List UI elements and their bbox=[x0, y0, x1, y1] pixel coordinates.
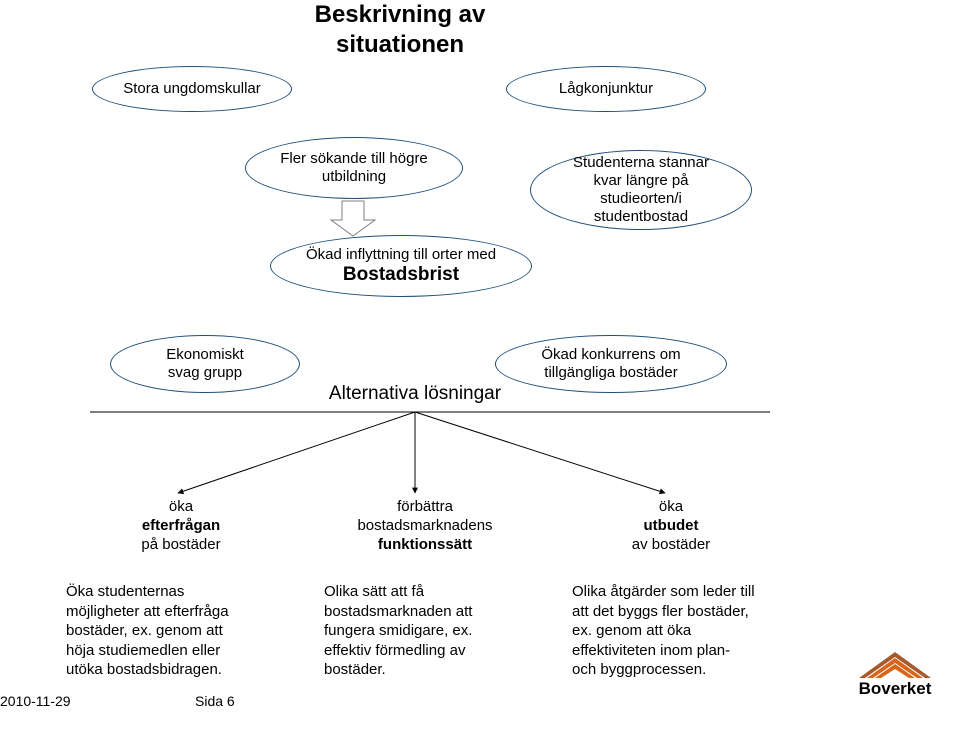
mid-col-1: förbättrabostadsmarknadensfunktionssätt bbox=[325, 498, 525, 554]
bot-col-2-line-4: och byggprocessen. bbox=[572, 660, 802, 680]
bot-col-0: Öka studenternasmöjligheter att efterfrå… bbox=[66, 582, 288, 680]
mid-col-0-line-2: på bostäder bbox=[94, 536, 268, 555]
ellipse-e_top_right: Lågkonjunktur bbox=[506, 66, 706, 112]
title-line-1: Beskrivning av bbox=[190, 0, 610, 30]
bot-col-1-line-1: bostadsmarknaden att bbox=[324, 602, 534, 622]
ellipse-e_top_left: Stora ungdomskullar bbox=[92, 66, 292, 112]
bot-col-1: Olika sätt att fåbostadsmarknaden attfun… bbox=[324, 582, 534, 680]
bot-col-0-line-3: höja studiemedlen eller bbox=[66, 641, 288, 661]
bot-col-0-line-4: utöka bostadsbidragen. bbox=[66, 660, 288, 680]
mid-col-0: ökaefterfråganpå bostäder bbox=[94, 498, 268, 554]
ellipse-e_mid_right-line-0: Studenterna stannar bbox=[537, 154, 745, 172]
mid-col-1-line-2: funktionssätt bbox=[325, 536, 525, 555]
ellipse-e_mid_right-line-2: studieorten/i bbox=[537, 190, 745, 208]
mid-col-2-line-1: utbudet bbox=[590, 517, 752, 536]
ellipse-e_bostad-line-1: Bostadsbrist bbox=[277, 264, 525, 287]
bot-col-2-line-1: att det byggs fler bostäder, bbox=[572, 602, 802, 622]
ellipse-e_bot_right-line-0: Ökad konkurrens om bbox=[502, 346, 720, 364]
mid-col-1-line-1: bostadsmarknadens bbox=[325, 517, 525, 536]
ellipse-e_mid_left-line-1: utbildning bbox=[252, 168, 456, 186]
ellipse-e_bot_left: Ekonomisktsvag grupp bbox=[110, 335, 300, 393]
bot-col-2-line-3: effektiviteten inom plan- bbox=[572, 641, 802, 661]
ellipse-e_top_right-line-0: Lågkonjunktur bbox=[513, 80, 699, 98]
mid-col-0-line-0: öka bbox=[94, 498, 268, 517]
mid-col-1-line-0: förbättra bbox=[325, 498, 525, 517]
bot-col-0-line-2: bostäder, ex. genom att bbox=[66, 621, 288, 641]
ellipse-e_mid_left-line-0: Fler sökande till högre bbox=[252, 150, 456, 168]
page-title: Beskrivning av situationen bbox=[190, 0, 610, 60]
ellipse-e_top_left-line-0: Stora ungdomskullar bbox=[99, 80, 285, 98]
bot-col-1-line-4: bostäder. bbox=[324, 660, 534, 680]
bot-col-1-line-2: fungera smidigare, ex. bbox=[324, 621, 534, 641]
bot-col-1-line-3: effektiv förmedling av bbox=[324, 641, 534, 661]
ellipse-e_mid_right-line-3: studentbostad bbox=[537, 208, 745, 226]
mid-col-2-line-2: av bostäder bbox=[590, 536, 752, 555]
title-line-2: situationen bbox=[190, 30, 610, 60]
footer-sida: Sida 6 bbox=[195, 693, 235, 709]
footer-date: 2010-11-29 bbox=[0, 693, 71, 709]
ellipse-e_bot_left-line-0: Ekonomiskt bbox=[117, 346, 293, 364]
bot-col-2-line-2: ex. genom att öka bbox=[572, 621, 802, 641]
bot-col-2: Olika åtgärder som leder tillatt det byg… bbox=[572, 582, 802, 680]
bot-col-0-line-0: Öka studenternas bbox=[66, 582, 288, 602]
ellipse-e_mid_right-line-1: kvar längre på bbox=[537, 172, 745, 190]
ellipse-e_bostad: Ökad inflyttning till orter medBostadsbr… bbox=[270, 235, 532, 297]
alt-heading: Alternativa lösningar bbox=[300, 382, 530, 406]
ellipse-e_mid_left: Fler sökande till högreutbildning bbox=[245, 137, 463, 199]
ellipse-e_bot_left-line-1: svag grupp bbox=[117, 364, 293, 382]
ellipse-e_bot_right-line-1: tillgängliga bostäder bbox=[502, 364, 720, 382]
bot-col-1-line-0: Olika sätt att få bbox=[324, 582, 534, 602]
boverket-logo: Boverket bbox=[843, 642, 947, 700]
svg-text:Boverket: Boverket bbox=[859, 679, 932, 698]
ellipse-e_mid_right: Studenterna stannarkvar längre påstudieo… bbox=[530, 150, 752, 230]
mid-col-0-line-1: efterfrågan bbox=[94, 517, 268, 536]
ellipse-e_bostad-line-0: Ökad inflyttning till orter med bbox=[277, 246, 525, 264]
bot-col-2-line-0: Olika åtgärder som leder till bbox=[572, 582, 802, 602]
mid-col-2: ökautbudetav bostäder bbox=[590, 498, 752, 554]
mid-col-2-line-0: öka bbox=[590, 498, 752, 517]
bot-col-0-line-1: möjligheter att efterfråga bbox=[66, 602, 288, 622]
